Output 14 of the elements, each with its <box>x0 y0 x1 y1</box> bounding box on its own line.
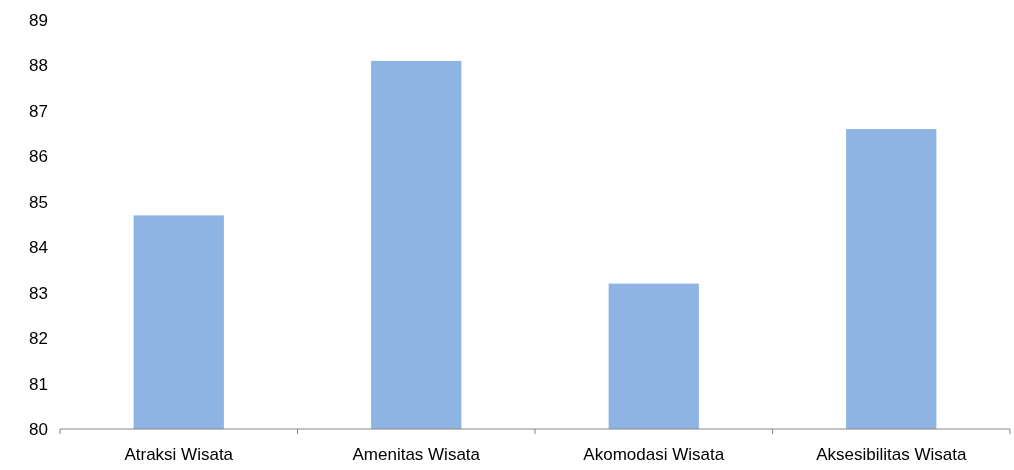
x-tick-label: Aksesibilitas Wisata <box>816 445 967 464</box>
y-tick-label: 81 <box>29 374 48 394</box>
x-tick-label: Amenitas Wisata <box>352 445 481 464</box>
y-tick-label: 89 <box>29 10 48 30</box>
y-tick-label: 88 <box>29 56 48 76</box>
x-tick-label: Atraksi Wisata <box>124 445 234 464</box>
y-tick-label: 87 <box>29 101 48 121</box>
y-tick-label: 82 <box>29 329 48 349</box>
x-tick-label: Akomodasi Wisata <box>583 445 725 464</box>
y-tick-label: 86 <box>29 147 48 167</box>
y-tick-label: 84 <box>29 238 48 258</box>
y-tick-label: 80 <box>29 419 48 439</box>
y-tick-label: 85 <box>29 192 48 212</box>
y-tick-label: 83 <box>29 283 48 303</box>
